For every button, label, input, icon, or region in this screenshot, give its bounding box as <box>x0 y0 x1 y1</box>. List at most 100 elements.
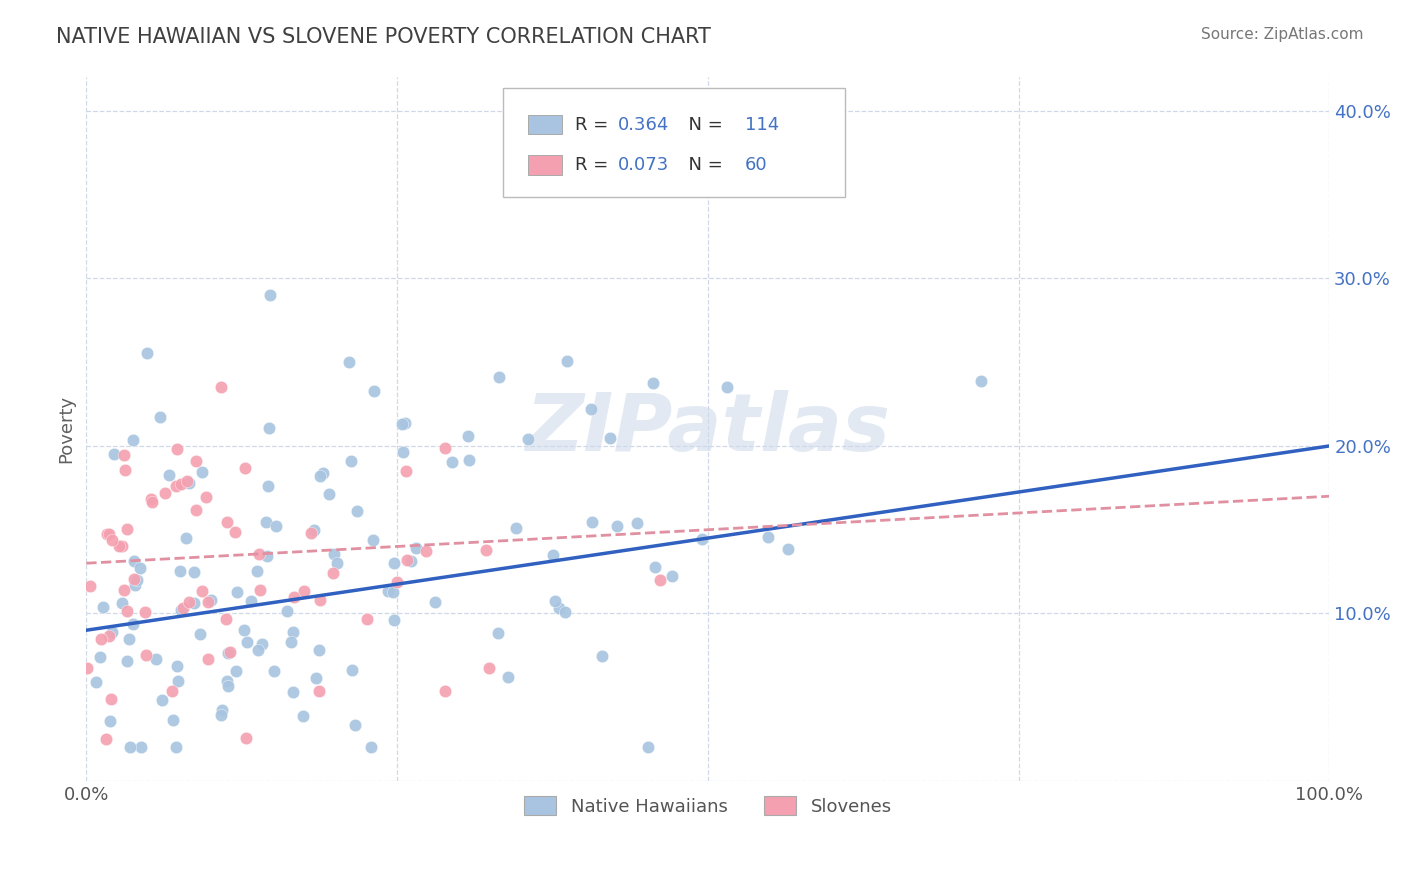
Point <box>127 573 149 587</box>
Point <box>281 625 304 640</box>
Point <box>90 632 112 646</box>
Point <box>318 487 340 501</box>
Point <box>399 554 422 568</box>
Point <box>122 554 145 568</box>
Point <box>648 573 671 587</box>
Point <box>135 648 157 662</box>
Point <box>254 515 277 529</box>
Point <box>363 384 385 398</box>
Point <box>292 583 315 598</box>
Point <box>395 464 418 478</box>
Text: Source: ZipAtlas.com: Source: ZipAtlas.com <box>1201 27 1364 42</box>
Point <box>183 566 205 580</box>
Point <box>257 479 280 493</box>
Point <box>100 691 122 706</box>
Point <box>346 503 368 517</box>
Point <box>120 740 142 755</box>
Point <box>96 527 118 541</box>
Point <box>247 547 270 561</box>
Point <box>690 533 713 547</box>
Point <box>219 645 242 659</box>
Point <box>392 444 415 458</box>
Point <box>225 584 247 599</box>
Y-axis label: Poverty: Poverty <box>58 395 75 463</box>
Point <box>215 515 238 529</box>
Point <box>79 579 101 593</box>
Point <box>188 626 211 640</box>
Point <box>197 595 219 609</box>
Point <box>174 531 197 545</box>
Point <box>312 466 335 480</box>
Point <box>256 549 278 563</box>
Point <box>305 671 328 685</box>
Point <box>170 603 193 617</box>
Point <box>190 583 212 598</box>
Point <box>457 429 479 443</box>
Point <box>103 447 125 461</box>
Point <box>129 740 152 755</box>
Point <box>162 713 184 727</box>
Point <box>259 287 281 301</box>
Point <box>233 461 256 475</box>
FancyBboxPatch shape <box>527 115 562 135</box>
Point <box>263 665 285 679</box>
Point <box>114 463 136 477</box>
Point <box>233 624 256 638</box>
Point <box>756 530 779 544</box>
Point <box>76 660 98 674</box>
Point <box>124 578 146 592</box>
Point <box>498 670 520 684</box>
Point <box>425 595 447 609</box>
Point <box>236 634 259 648</box>
Point <box>112 448 135 462</box>
Point <box>91 600 114 615</box>
Point <box>387 574 409 589</box>
Point <box>165 478 187 492</box>
Point <box>145 652 167 666</box>
Point <box>122 617 145 632</box>
Point <box>197 652 219 666</box>
Point <box>344 718 367 732</box>
Point <box>308 643 330 657</box>
Point <box>217 646 239 660</box>
Point <box>239 594 262 608</box>
Point <box>94 731 117 746</box>
Point <box>280 635 302 649</box>
Point <box>195 491 218 505</box>
Point <box>166 659 188 673</box>
Point <box>322 566 344 580</box>
Point <box>149 410 172 425</box>
Point <box>309 593 332 607</box>
Point <box>394 416 416 430</box>
Point <box>211 703 233 717</box>
FancyBboxPatch shape <box>527 155 562 175</box>
Point <box>200 592 222 607</box>
Point <box>117 522 139 536</box>
Point <box>970 374 993 388</box>
Point <box>122 433 145 447</box>
Point <box>166 442 188 456</box>
Point <box>97 527 120 541</box>
Point <box>129 561 152 575</box>
Point <box>141 495 163 509</box>
Point <box>308 468 330 483</box>
Point <box>177 476 200 491</box>
Text: 60: 60 <box>745 156 768 174</box>
Point <box>89 649 111 664</box>
Text: ZIPatlas: ZIPatlas <box>526 390 890 468</box>
Point <box>165 740 187 755</box>
Point <box>477 661 499 675</box>
Point <box>115 654 138 668</box>
Point <box>441 455 464 469</box>
Point <box>599 431 621 445</box>
Point <box>661 569 683 583</box>
Point <box>716 380 738 394</box>
Point <box>135 346 157 360</box>
Point <box>111 540 134 554</box>
Point <box>84 675 107 690</box>
Point <box>391 417 413 431</box>
Text: N =: N = <box>676 156 728 174</box>
Point <box>98 629 121 643</box>
Point <box>100 533 122 547</box>
Point <box>186 454 208 468</box>
